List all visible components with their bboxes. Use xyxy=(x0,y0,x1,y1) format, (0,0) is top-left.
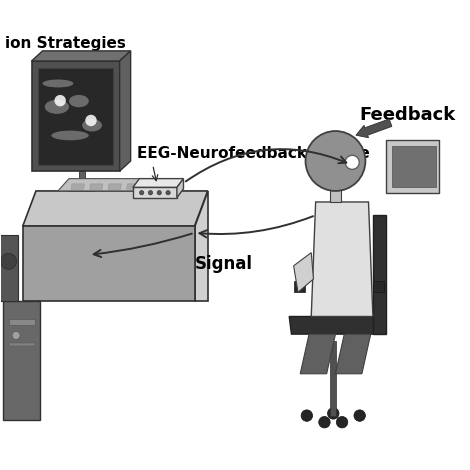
Circle shape xyxy=(306,131,365,191)
Circle shape xyxy=(85,115,97,126)
Polygon shape xyxy=(195,191,208,301)
FancyArrowPatch shape xyxy=(186,149,346,181)
Polygon shape xyxy=(3,301,40,420)
Circle shape xyxy=(319,416,330,428)
FancyArrow shape xyxy=(356,119,392,138)
Polygon shape xyxy=(23,191,208,226)
Polygon shape xyxy=(330,187,341,202)
Polygon shape xyxy=(69,180,98,191)
Polygon shape xyxy=(23,226,195,301)
Polygon shape xyxy=(108,184,121,189)
FancyArrowPatch shape xyxy=(199,216,313,237)
Polygon shape xyxy=(31,61,120,171)
Polygon shape xyxy=(386,141,439,193)
Ellipse shape xyxy=(43,79,73,87)
Circle shape xyxy=(337,416,348,428)
Circle shape xyxy=(12,331,20,339)
Ellipse shape xyxy=(69,95,89,107)
Polygon shape xyxy=(294,281,305,292)
Polygon shape xyxy=(8,319,35,325)
Polygon shape xyxy=(71,184,85,189)
Text: Feedback: Feedback xyxy=(360,106,456,124)
Polygon shape xyxy=(0,235,18,301)
Polygon shape xyxy=(311,202,373,316)
Polygon shape xyxy=(8,343,35,346)
Polygon shape xyxy=(90,184,103,189)
Polygon shape xyxy=(294,252,313,292)
Polygon shape xyxy=(330,341,337,415)
Polygon shape xyxy=(392,146,436,188)
Ellipse shape xyxy=(51,131,89,141)
Circle shape xyxy=(345,155,359,169)
Circle shape xyxy=(55,95,66,106)
Text: EEG-Neurofeedback Device: EEG-Neurofeedback Device xyxy=(137,146,370,161)
Polygon shape xyxy=(58,179,157,191)
Circle shape xyxy=(328,407,339,419)
Text: Signal: Signal xyxy=(195,255,252,273)
Polygon shape xyxy=(373,215,386,334)
Polygon shape xyxy=(127,184,140,189)
Circle shape xyxy=(166,190,170,195)
Polygon shape xyxy=(336,334,371,374)
Polygon shape xyxy=(300,334,336,374)
Circle shape xyxy=(301,410,313,421)
Polygon shape xyxy=(79,171,85,180)
Polygon shape xyxy=(120,51,131,171)
Polygon shape xyxy=(31,51,131,61)
Polygon shape xyxy=(38,69,113,164)
Circle shape xyxy=(354,410,365,421)
Polygon shape xyxy=(133,188,177,197)
Circle shape xyxy=(148,190,153,195)
Polygon shape xyxy=(133,179,183,188)
Polygon shape xyxy=(177,179,183,197)
Polygon shape xyxy=(289,316,377,334)
Ellipse shape xyxy=(82,119,102,132)
Polygon shape xyxy=(373,281,384,292)
Circle shape xyxy=(0,253,16,269)
Ellipse shape xyxy=(45,100,69,114)
Text: ion Strategies: ion Strategies xyxy=(5,36,126,51)
FancyArrowPatch shape xyxy=(94,234,192,257)
Circle shape xyxy=(157,190,162,195)
Circle shape xyxy=(140,190,144,195)
